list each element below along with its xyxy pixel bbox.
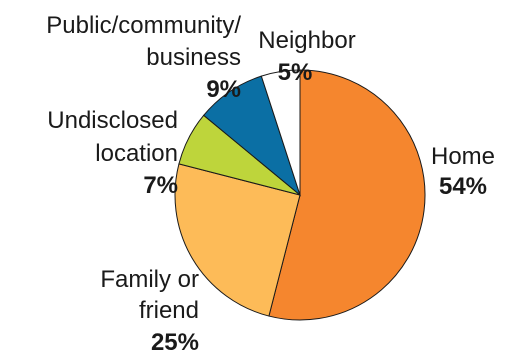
pie-slices bbox=[174, 69, 426, 321]
label-public-name-line1: Public/community/ bbox=[46, 12, 241, 39]
label-family-name-line2: friend bbox=[139, 297, 199, 324]
label-neighbor-name: Neighbor bbox=[258, 27, 355, 54]
label-family-value: 25% bbox=[151, 329, 199, 354]
label-home-value: 54% bbox=[439, 173, 487, 200]
label-public-value: 9% bbox=[206, 76, 241, 103]
pie-slice-home bbox=[268, 69, 426, 321]
label-undisclosed-name-line1: Undisclosed bbox=[47, 107, 178, 134]
label-home-name: Home bbox=[431, 143, 495, 170]
label-family-name-line1: Family or bbox=[100, 266, 199, 293]
label-undisclosed-name-line2: location bbox=[95, 140, 178, 167]
pie-slice-family bbox=[174, 163, 301, 317]
pie-slice-neighbor bbox=[260, 69, 301, 196]
label-neighbor-value: 5% bbox=[278, 59, 313, 86]
label-undisclosed-value: 7% bbox=[143, 172, 178, 199]
label-public-name-line2: business bbox=[146, 44, 241, 71]
